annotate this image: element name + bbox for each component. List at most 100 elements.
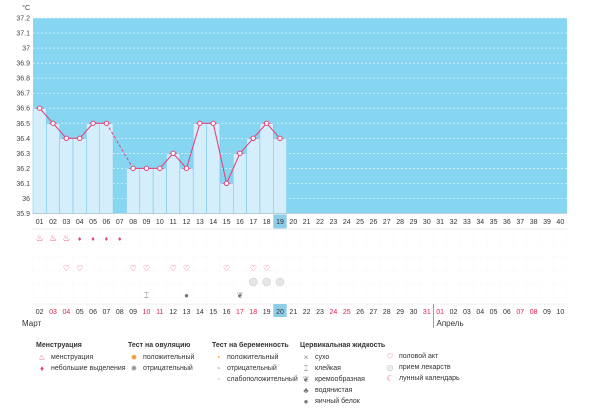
moon-icon: ☾ [386, 374, 394, 383]
y-tick-label: 36.6 [16, 106, 30, 113]
heart-icon: ♡ [170, 264, 177, 273]
menstruation-icon: ♦ [118, 236, 122, 243]
temperature-point [77, 135, 83, 142]
legend-other-item: половой акт [399, 353, 439, 360]
x-tick-label: 21 [303, 219, 311, 226]
x-tick-label: 03 [62, 219, 70, 226]
pregnancy-positive-icon: ◔ [215, 353, 221, 362]
y-tick-label: 36.9 [16, 61, 30, 68]
date-label: 01 [436, 309, 444, 316]
legend-menstruation-title: Менструация [36, 342, 82, 349]
date-label: 31 [423, 309, 431, 316]
y-tick-label: 36.3 [16, 151, 30, 158]
y-tick-label: 36.5 [16, 121, 30, 128]
y-tick-label: 36.2 [16, 166, 30, 173]
temperature-line [266, 122, 281, 139]
date-label: 21 [289, 309, 297, 316]
menstruation-icon: ♨ [49, 233, 57, 243]
pregnancy-negative-icon [262, 277, 271, 287]
date-label: 25 [343, 309, 351, 316]
date-label: 16 [223, 309, 231, 316]
temperature-point [197, 120, 203, 126]
temperature-bar [72, 138, 87, 214]
x-tick-label: 39 [543, 219, 551, 226]
x-tick-label: 37 [516, 219, 524, 226]
x-tick-label: 05 [89, 219, 97, 226]
temperature-line [239, 137, 254, 154]
y-tick-label: 36.1 [16, 181, 30, 188]
legend-other-item: лунный календарь [399, 375, 460, 382]
x-tick-label: 04 [76, 219, 84, 226]
temperature-point [263, 120, 270, 126]
x-tick-label: 11 [170, 219, 177, 226]
x-tick-label: 14 [209, 219, 217, 226]
x-tick-label: 38 [530, 219, 538, 226]
date-label: 29 [396, 309, 404, 316]
date-label: 05 [76, 309, 84, 316]
legend-cervical-item: клейкая [315, 365, 341, 372]
pregnancy-negative-icon [248, 277, 258, 287]
date-label: 08 [530, 309, 538, 316]
temperature-point [223, 180, 230, 187]
y-tick-label: 36.8 [16, 76, 30, 83]
bbt-chart: 35.9 36 36.1 36.2 36.3 36.4 36.5 36.6 36.7 36.8 36… [16, 4, 568, 328]
date-label: 17 [236, 309, 244, 316]
x-tick-label: 18 [263, 219, 271, 226]
temperature-point [36, 105, 43, 111]
pill-icon: ◎ [386, 363, 394, 372]
heart-icon: ♡ [263, 264, 270, 273]
creamy-icon: ❦ [237, 291, 244, 300]
date-label: 14 [196, 309, 204, 316]
temperature-bar [233, 153, 247, 214]
x-tick-label: 22 [316, 219, 324, 226]
x-tick-label: 01 [36, 219, 44, 226]
sun-positive-icon: ✹ [130, 353, 138, 362]
menstruation-icon: ♨ [36, 233, 44, 243]
x-tick-label: 13 [196, 219, 204, 226]
date-label: 04 [476, 309, 484, 316]
legend-pregnancy: Тест на беременность ◔ положительный ◔ отр… [212, 340, 298, 385]
date-label: 28 [383, 309, 391, 316]
watery-icon: ● [184, 291, 189, 300]
date-label: 24 [329, 309, 337, 316]
legend-cervical-item: сухо [315, 354, 330, 361]
x-tick-label: 35 [490, 219, 498, 226]
heart-icon: ♡ [143, 264, 150, 273]
temperature-bar [206, 123, 221, 214]
watery-icon: ♣ [303, 386, 309, 395]
date-label: 03 [463, 309, 471, 316]
date-label: 09 [543, 309, 551, 316]
date-label: 13 [183, 309, 191, 316]
legend-pregnancy-title: Тест на беременность [212, 342, 289, 349]
y-tick-label: 36 [22, 196, 30, 203]
date-label: 10 [143, 309, 151, 316]
legend-pregnancy-item: отрицательный [227, 365, 277, 372]
menstruation-icon: ♨ [62, 233, 70, 243]
pregnancy-negative-icon: ◔ [215, 364, 221, 373]
temperature-line [226, 153, 241, 184]
date-label: 03 [49, 309, 57, 316]
date-label: 02 [450, 309, 458, 316]
month-label: Март [22, 319, 41, 328]
temperature-bar [179, 168, 194, 214]
temperature-bar [32, 107, 47, 214]
legend-cervical: Цервикальная жидкость × сухо ⌶ клейкая ❦ кр… [300, 340, 385, 407]
egg-white-icon: ● [303, 397, 309, 406]
temperature-point [103, 120, 110, 126]
x-tick-label: 40 [556, 219, 564, 226]
x-tick-label: 23 [329, 219, 337, 226]
date-label: 15 [209, 309, 217, 316]
x-tick-label: 25 [356, 219, 364, 226]
temperature-bar [46, 123, 60, 214]
legend-cervical-title: Цервикальная жидкость [300, 342, 386, 349]
temperature-bar [166, 153, 181, 214]
date-label: 10 [556, 309, 564, 316]
temperature-line [79, 122, 94, 139]
date-label: 06 [89, 309, 97, 316]
temperature-point [250, 135, 256, 142]
date-label: 09 [129, 309, 137, 316]
x-tick-label: 32 [450, 219, 458, 226]
creamy-icon: ❦ [302, 375, 310, 384]
plot-background [33, 18, 567, 214]
